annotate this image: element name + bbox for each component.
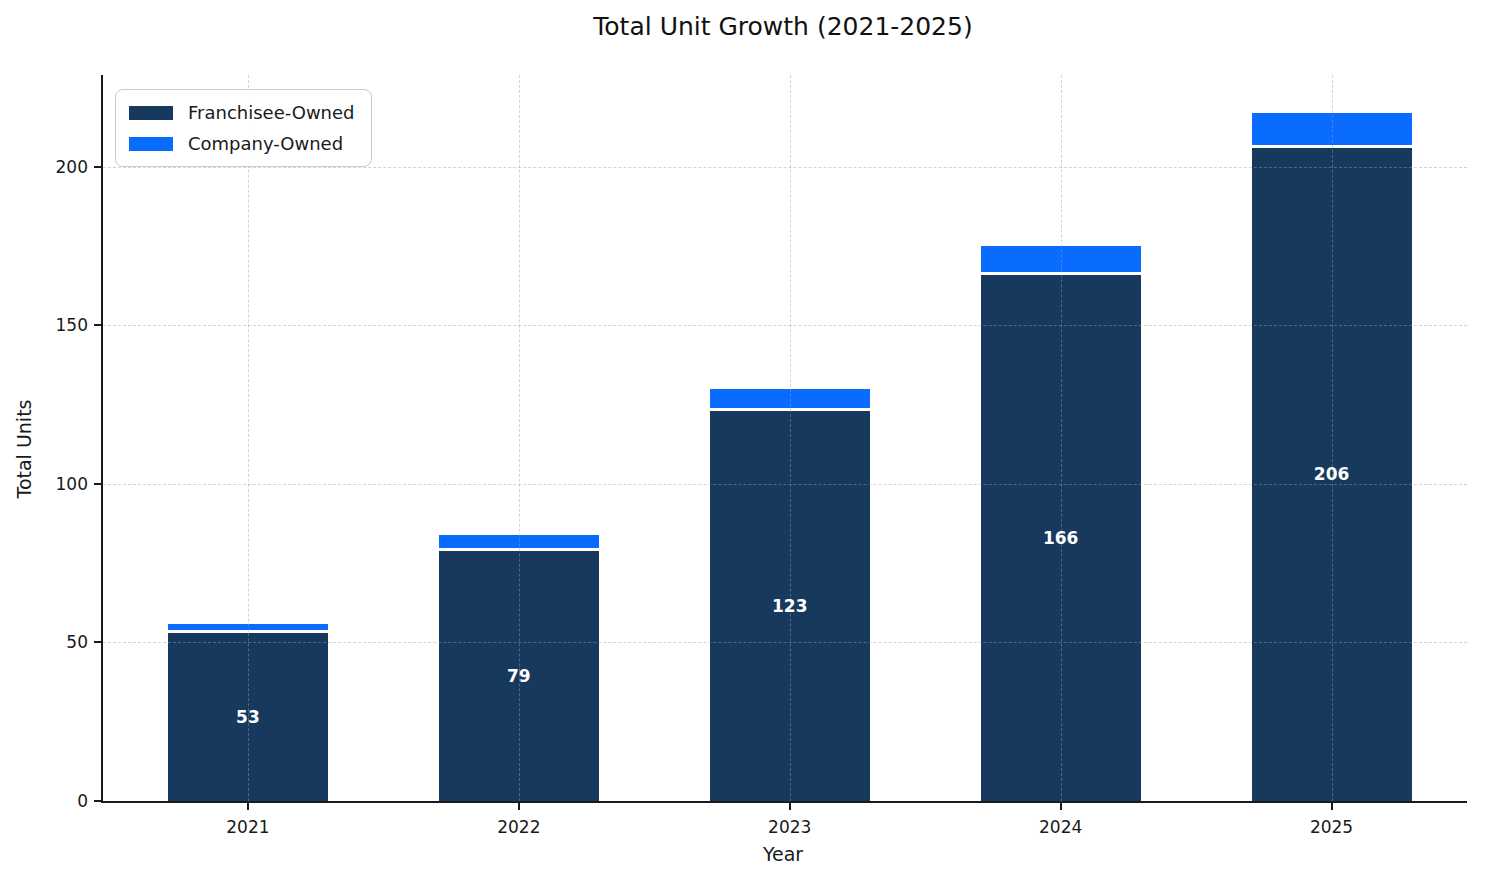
legend-label-franchisee-owned: Franchisee-Owned <box>188 102 355 123</box>
x-tick-label: 2021 <box>188 816 308 838</box>
legend-label-company-owned: Company-Owned <box>188 133 343 154</box>
y-axis-label: Total Units <box>13 379 35 519</box>
y-tick <box>94 800 101 802</box>
bar-value-label: 123 <box>710 596 870 616</box>
bar-segment-company-owned <box>168 624 328 630</box>
y-tick-label: 200 <box>8 157 88 177</box>
x-tick <box>518 803 520 810</box>
y-tick <box>94 641 101 643</box>
y-tick <box>94 483 101 485</box>
x-tick <box>1331 803 1333 810</box>
legend-item-company-owned: Company-Owned <box>129 133 355 154</box>
x-tick-label: 2022 <box>459 816 579 838</box>
x-tick-label: 2025 <box>1272 816 1392 838</box>
legend-swatch-company-owned <box>129 137 173 151</box>
bar-value-label: 53 <box>168 707 328 727</box>
x-tick <box>1060 803 1062 810</box>
bar-segment-company-owned <box>981 246 1141 271</box>
y-tick-label: 150 <box>8 315 88 335</box>
x-tick-label: 2024 <box>1001 816 1121 838</box>
bar-value-label: 206 <box>1252 464 1412 484</box>
y-tick <box>94 166 101 168</box>
y-tick-label: 0 <box>8 791 88 811</box>
figure: Total Unit Growth (2021-2025) Franchisee… <box>0 0 1485 884</box>
legend-item-franchisee-owned: Franchisee-Owned <box>129 102 355 123</box>
x-tick <box>247 803 249 810</box>
bar-segment-company-owned <box>1252 113 1412 145</box>
x-tick <box>789 803 791 810</box>
bar-value-label: 166 <box>981 528 1141 548</box>
chart-title: Total Unit Growth (2021-2025) <box>101 12 1465 41</box>
y-tick <box>94 324 101 326</box>
legend-swatch-franchisee-owned <box>129 106 173 120</box>
legend: Franchisee-Owned Company-Owned <box>115 89 372 167</box>
bar-segment-company-owned <box>710 389 870 408</box>
plot-area: Franchisee-Owned Company-Owned 050100150… <box>101 75 1467 803</box>
bar-segment-company-owned <box>439 535 599 548</box>
x-tick-label: 2023 <box>730 816 850 838</box>
y-tick-label: 50 <box>8 632 88 652</box>
bar-value-label: 79 <box>439 666 599 686</box>
x-axis-label: Year <box>101 843 1465 865</box>
